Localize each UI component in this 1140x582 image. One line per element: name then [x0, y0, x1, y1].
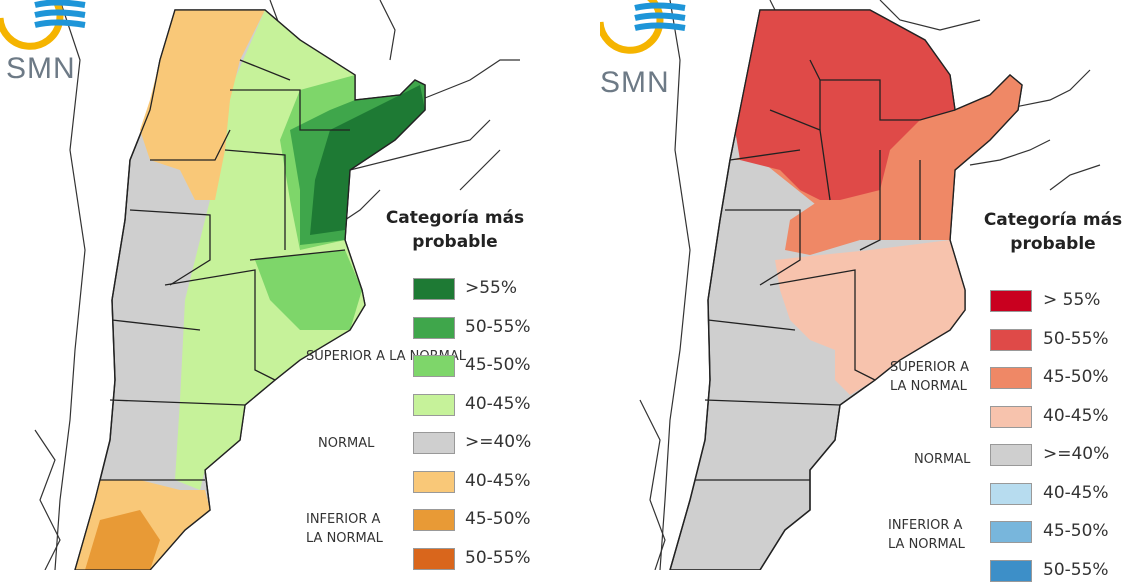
smn-logo-icon [600, 0, 686, 54]
legend-swatch [990, 521, 1032, 543]
legend-label: 45-50% [1043, 367, 1109, 387]
legend-group-normal: NORMAL [318, 436, 375, 451]
legend-label: 50-55% [1043, 328, 1109, 349]
legend-swatch [413, 316, 455, 339]
province-borders [669, 9, 1023, 570]
legend-label: > 55% [1043, 290, 1101, 310]
legend-label: 40-45% [465, 393, 531, 414]
legend-group-below: INFERIOR A LA NORMAL [306, 512, 383, 546]
legend-swatch [990, 405, 1032, 428]
legend-swatch [990, 290, 1032, 312]
legend-swatch [413, 393, 455, 416]
legend-group-above: SUPERIOR A LA NORMAL [890, 360, 969, 394]
legend-swatch [413, 547, 455, 570]
legend-label: >=40% [1043, 444, 1110, 464]
legend-swatch [413, 509, 455, 531]
legend-group-normal: NORMAL [914, 452, 971, 467]
province-borders [74, 9, 426, 570]
argentina-temperature-map [639, 0, 1101, 570]
legend-label: 45-50% [465, 509, 531, 529]
legend-title: Categoría más probable [385, 208, 525, 252]
legend-label: 50-55% [465, 316, 531, 337]
legend-swatch [990, 328, 1032, 351]
legend-label: 50-55% [465, 547, 531, 568]
legend-label: 40-45% [1043, 482, 1109, 503]
smn-logo-icon [0, 0, 86, 50]
smn-logo-text: SMN [600, 66, 670, 99]
legend-swatch [413, 355, 455, 377]
legend-label: 45-50% [465, 355, 531, 375]
legend-swatch [413, 278, 455, 300]
legend-swatch [990, 444, 1032, 466]
legend-label: >=40% [465, 432, 532, 452]
precipitation-map-panel: SMN Categoría más probable SUPERIOR A LA… [0, 0, 570, 570]
argentina-precipitation-map [34, 0, 520, 570]
legend-swatch [413, 432, 455, 454]
legend-label: >55% [465, 278, 518, 298]
legend-swatch [990, 559, 1032, 582]
legend-label: 45-50% [1043, 521, 1109, 541]
neighbor-borders [639, 0, 1101, 570]
legend-label: 40-45% [465, 470, 531, 491]
legend-swatch [413, 470, 455, 493]
smn-logo-text: SMN [6, 52, 76, 85]
temperature-map-panel: SMN Categoría más probable SUPERIOR A LA… [570, 0, 1140, 582]
legend-group-below: INFERIOR A LA NORMAL [888, 518, 965, 552]
legend-label: 40-45% [1043, 405, 1109, 426]
neighbor-borders [34, 0, 520, 570]
legend-swatch [990, 482, 1032, 505]
legend-swatch [990, 367, 1032, 389]
legend-title: Categoría más probable [983, 210, 1123, 254]
